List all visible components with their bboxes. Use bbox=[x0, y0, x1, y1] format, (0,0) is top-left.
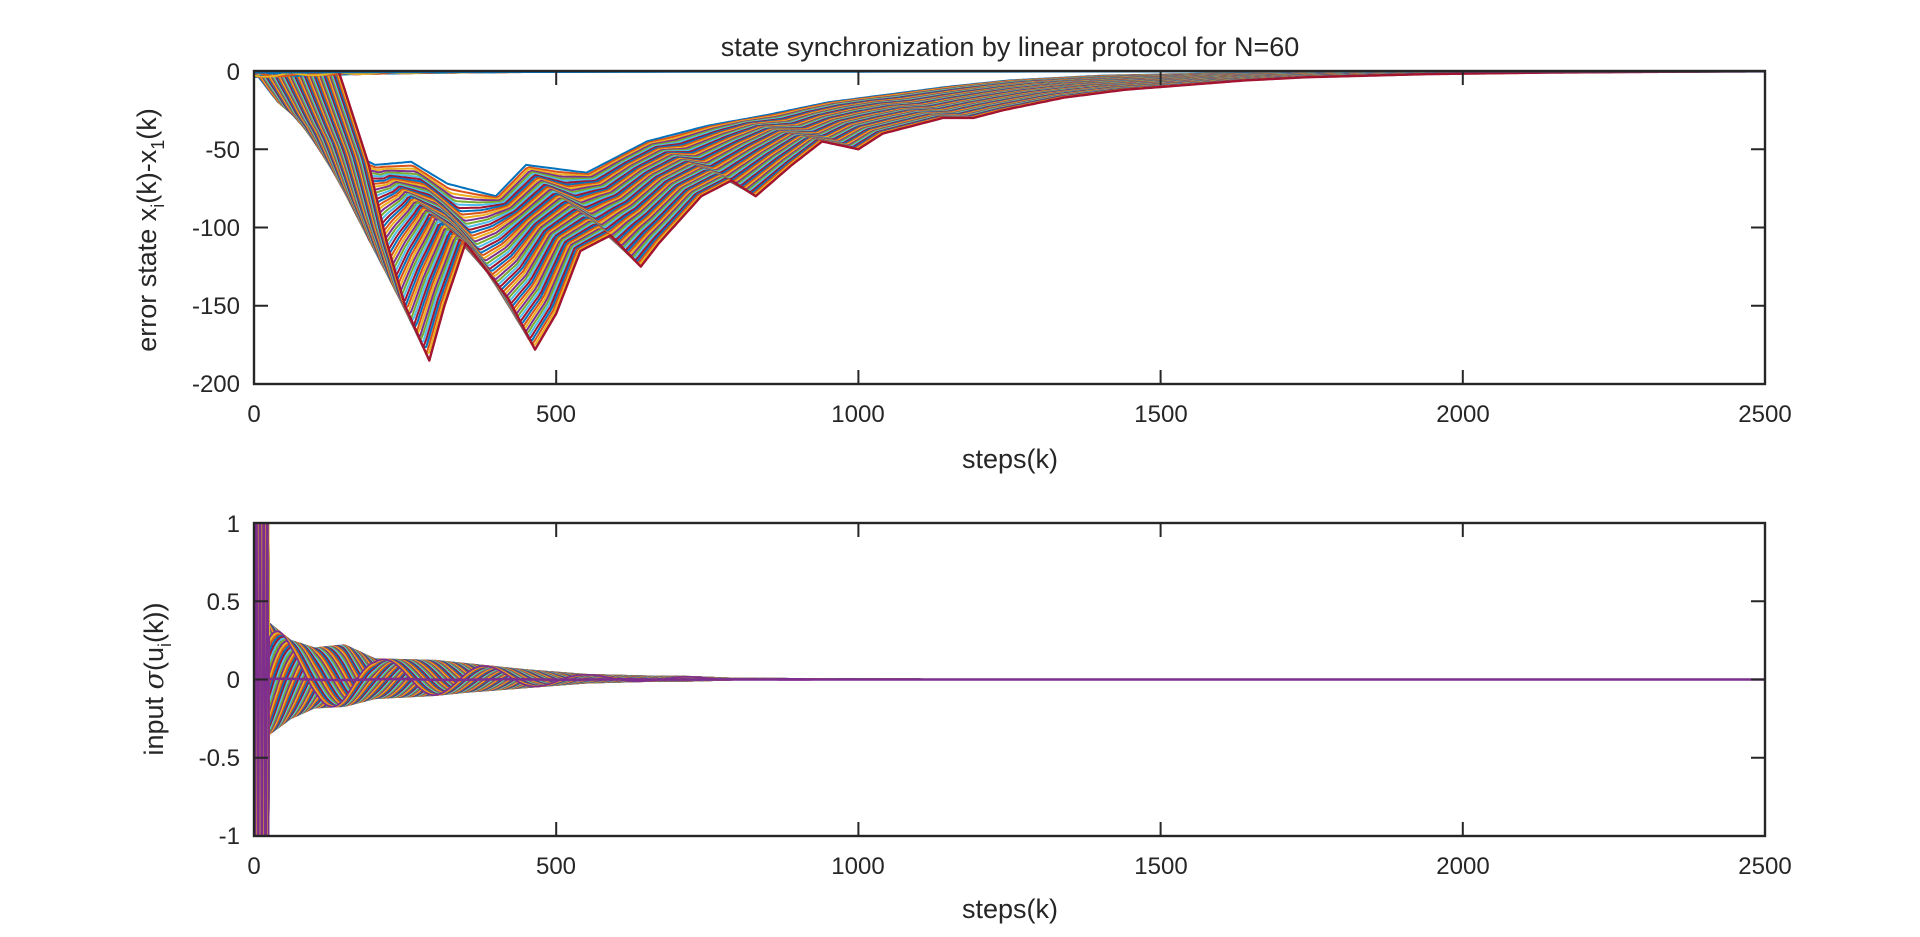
bottom-y-tick-label: -1 bbox=[219, 823, 240, 850]
top-x-axis-title: steps(k) bbox=[962, 444, 1058, 474]
bottom-axes: 1 0.5 0 -0.5 -1 0 500 1000 1500 2000 250… bbox=[139, 511, 1792, 924]
bottom-series-group bbox=[254, 523, 1765, 836]
bottom-y-tick-label: -0.5 bbox=[199, 745, 240, 772]
top-x-tick-label: 1000 bbox=[831, 401, 884, 428]
top-lower-envelope-line bbox=[254, 71, 1765, 362]
bottom-y-tick-label: 0.5 bbox=[207, 589, 240, 616]
bottom-x-tick-label: 2500 bbox=[1738, 853, 1791, 880]
top-y-tick-label: 0 bbox=[227, 59, 240, 86]
top-axes: 0 -50 -100 -150 -200 0 500 1000 1500 200… bbox=[132, 59, 1792, 474]
bottom-y-axis-title: input σ(ui(k)) bbox=[139, 603, 175, 756]
bottom-tick-marks bbox=[253, 522, 1766, 837]
top-y-tick-label: -100 bbox=[192, 215, 240, 242]
top-x-tick-label: 2500 bbox=[1738, 401, 1791, 428]
bottom-x-tick-label: 2000 bbox=[1436, 853, 1489, 880]
bottom-y-tick-label: 0 bbox=[227, 667, 240, 694]
top-y-tick-label: -50 bbox=[205, 137, 240, 164]
top-tick-marks bbox=[253, 70, 1766, 385]
top-x-tick-label: 0 bbox=[247, 401, 260, 428]
top-y-axis-title: error state xi(k)-x1(k) bbox=[132, 108, 168, 352]
top-y-tick-label: -200 bbox=[192, 371, 240, 398]
top-x-tick-label: 1500 bbox=[1134, 401, 1187, 428]
top-y-tick-label: -150 bbox=[192, 293, 240, 320]
bottom-x-tick-label: 1000 bbox=[831, 853, 884, 880]
top-x-tick-label: 2000 bbox=[1436, 401, 1489, 428]
bottom-x-tick-label: 500 bbox=[536, 853, 576, 880]
figure-title: state synchronization by linear protocol… bbox=[721, 32, 1300, 62]
bottom-x-tick-label: 1500 bbox=[1134, 853, 1187, 880]
bottom-x-tick-label: 0 bbox=[247, 853, 260, 880]
bottom-converged-line bbox=[254, 677, 1765, 682]
top-x-tick-label: 500 bbox=[536, 401, 576, 428]
bottom-y-tick-label: 1 bbox=[227, 511, 240, 538]
bottom-x-axis-title: steps(k) bbox=[962, 894, 1058, 924]
